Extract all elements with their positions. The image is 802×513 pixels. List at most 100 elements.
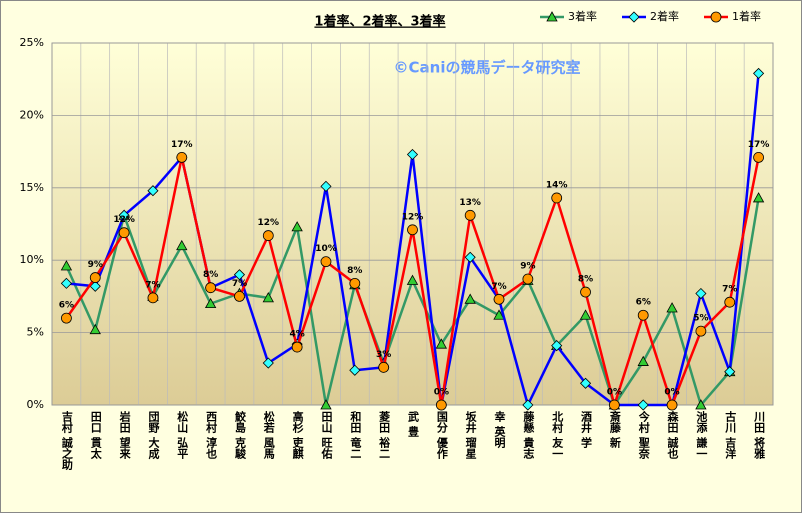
marker: [579, 377, 592, 389]
marker: [752, 192, 765, 203]
y-tick-label: 5%: [27, 326, 44, 339]
marker: [147, 185, 159, 197]
marker: [522, 399, 534, 411]
data-label: 0%: [607, 388, 622, 398]
marker: [493, 309, 505, 320]
x-tick-label: 古川 吉洋: [724, 410, 738, 460]
data-label: 8%: [347, 266, 362, 276]
data-label: 6%: [59, 301, 74, 311]
marker: [262, 292, 274, 303]
y-tick-label: 10%: [20, 253, 44, 266]
marker: [695, 399, 707, 410]
marker: [522, 273, 534, 285]
marker: [406, 274, 419, 285]
x-tick-label: 酒井 学: [580, 411, 593, 449]
marker: [60, 277, 72, 289]
marker: [551, 340, 563, 352]
data-label: 9%: [520, 262, 535, 272]
marker: [320, 399, 332, 410]
marker: [628, 11, 640, 23]
marker: [435, 399, 447, 411]
x-tick-label: 岩田 望来: [118, 410, 132, 460]
marker: [349, 277, 361, 289]
data-label: 6%: [636, 298, 651, 308]
y-tick-label: 0%: [27, 398, 44, 411]
x-tick-label: 北村 友一: [551, 410, 564, 459]
marker: [176, 239, 188, 251]
marker: [205, 282, 217, 294]
legend-label: 2着率: [650, 9, 679, 23]
x-tick-label: 国分 優作: [435, 411, 449, 460]
x-tick-label: 森田 誠也: [666, 410, 679, 459]
data-label: 12%: [402, 212, 424, 222]
data-label: 12%: [258, 218, 280, 228]
data-label: 17%: [171, 140, 193, 150]
x-tick-label: 鮫島 克駿: [233, 410, 246, 460]
x-tick-label: 坂井 瑠星: [464, 410, 477, 459]
chart-title: 1着率、2着率、3着率: [314, 14, 445, 30]
x-tick-label: 松山 弘平: [176, 410, 189, 460]
marker: [580, 286, 591, 298]
marker: [291, 341, 303, 353]
marker: [608, 399, 620, 411]
marker: [89, 280, 101, 292]
marker: [464, 251, 476, 263]
x-tick-label: 今村 聖奈: [637, 410, 651, 460]
marker: [724, 296, 736, 308]
marker: [60, 260, 73, 271]
x-tick-label: 田山 旺佑: [320, 411, 334, 460]
marker: [61, 312, 72, 324]
marker: [118, 227, 130, 239]
x-tick-label: 田口 貫太: [89, 411, 103, 460]
data-label: 5%: [693, 314, 708, 324]
marker: [291, 221, 303, 232]
x-tick-label: 斎藤 新: [608, 410, 621, 449]
x-tick-label: 川田 将雅: [753, 411, 767, 460]
marker: [262, 230, 274, 241]
marker: [753, 151, 764, 163]
marker: [320, 180, 332, 192]
x-tick-label: 菱田 裕二: [378, 410, 392, 459]
data-label: 8%: [203, 270, 218, 280]
x-tick-label: 幸 英明: [493, 410, 507, 449]
x-tick-label: 池添 謙一: [695, 410, 708, 459]
data-label: 0%: [434, 388, 449, 398]
y-tick-label: 15%: [20, 181, 44, 194]
marker: [546, 11, 558, 22]
marker: [695, 287, 707, 300]
marker: [435, 338, 448, 349]
data-label: 7%: [232, 279, 247, 289]
x-tick-label: 西村 淳也: [205, 411, 218, 459]
marker: [666, 302, 678, 313]
marker: [666, 399, 678, 411]
data-label: 7%: [722, 285, 737, 295]
marker: [204, 297, 217, 309]
marker: [710, 11, 722, 23]
marker: [637, 399, 649, 411]
marker: [406, 148, 419, 161]
data-label: 17%: [748, 140, 770, 150]
x-tick-label: 藤懸 貴志: [522, 410, 535, 459]
watermark: ©Caniの競馬データ研究室: [394, 59, 581, 77]
marker: [176, 151, 188, 163]
marker: [579, 309, 592, 320]
data-label: 0%: [664, 388, 679, 398]
marker: [464, 209, 476, 221]
marker: [637, 355, 649, 366]
marker: [551, 192, 563, 204]
marker: [89, 323, 101, 335]
marker: [262, 357, 274, 369]
data-label: 7%: [145, 280, 160, 290]
x-tick-label: 高杉 吏麒: [291, 410, 304, 460]
marker: [407, 224, 418, 236]
data-label: 3%: [376, 350, 391, 360]
y-tick-label: 20%: [20, 108, 44, 121]
marker: [378, 361, 390, 373]
x-tick-label: 武 豊: [407, 410, 420, 437]
data-label: 4%: [289, 330, 304, 340]
data-label: 9%: [88, 260, 103, 270]
marker: [753, 67, 765, 79]
marker: [724, 366, 736, 378]
y-tick-label: 25%: [20, 36, 44, 49]
